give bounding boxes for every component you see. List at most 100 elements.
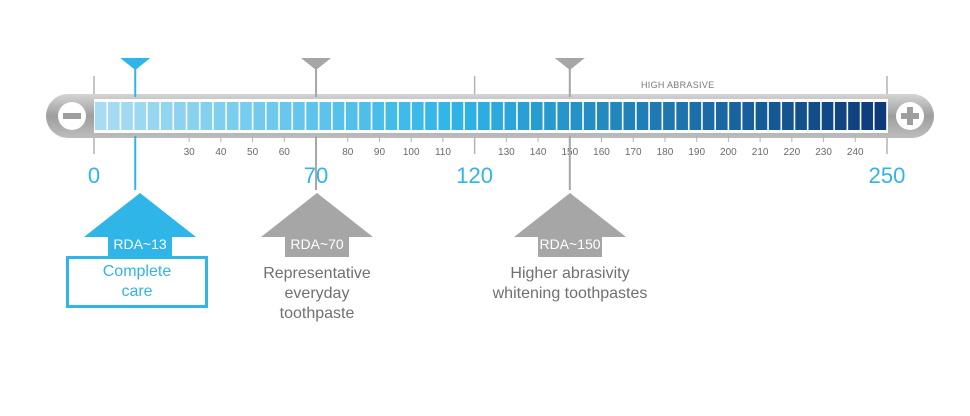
scale-segment	[517, 102, 530, 130]
scale-segment	[213, 102, 226, 130]
scale-segment	[702, 102, 715, 130]
scale-segment	[279, 102, 292, 130]
scale-segment	[187, 102, 199, 130]
minor-tick-label: 140	[530, 147, 547, 158]
rda13-description-box	[66, 256, 208, 308]
scale-segment	[253, 102, 266, 130]
minor-tick-label: 200	[720, 147, 737, 158]
rda13-marker-triangle	[120, 58, 151, 70]
scale-segment	[345, 102, 358, 130]
scale-segment	[464, 102, 477, 130]
rda70-label: RDA~70	[290, 236, 344, 252]
scale-segment	[570, 102, 583, 130]
rda70-arrow	[261, 193, 373, 257]
scale-segment	[491, 102, 503, 130]
minor-tick-label: 170	[625, 147, 642, 158]
scale-segment	[398, 102, 411, 130]
scale-segment	[478, 102, 490, 130]
rda150-description: Higher abrasivity whitening toothpastes	[465, 264, 675, 304]
major-tick-label: 120	[456, 163, 493, 188]
minor-tick-labels: 3040506080901001101301401501601701801902…	[184, 135, 864, 158]
minus-icon	[58, 102, 86, 130]
scale-segment	[755, 102, 768, 130]
scale-segment	[385, 102, 398, 130]
minor-tick-label: 220	[783, 147, 800, 158]
scale-segment	[557, 102, 569, 130]
scale-segment	[425, 102, 437, 130]
rda13-description-line-2: care	[121, 283, 153, 300]
major-tick-label: 0	[88, 163, 100, 188]
scale-segment	[200, 102, 213, 130]
scale-segment	[266, 102, 279, 130]
scale-segment	[306, 102, 318, 130]
rda150-marker-triangle	[554, 58, 585, 70]
minor-tick-label: 240	[847, 147, 864, 158]
scale-segment	[544, 102, 556, 130]
scale-segment	[729, 102, 741, 130]
rda70-description-line-3: toothpaste	[279, 305, 355, 322]
marker-lines	[120, 58, 585, 190]
scale-segment	[147, 102, 160, 130]
scale-segment	[319, 102, 332, 130]
scale-segment	[795, 102, 807, 130]
rda13-label: RDA~13	[113, 236, 167, 252]
scale-segment	[160, 102, 173, 130]
scale-segment	[848, 102, 860, 130]
scale-segment	[861, 102, 873, 130]
rda150-description-line-1: Higher abrasivity	[510, 265, 630, 282]
minor-tick-label: 40	[215, 147, 227, 158]
scale-segment	[610, 102, 622, 130]
scale-segment	[240, 102, 252, 130]
scale-segment	[808, 102, 821, 130]
scale-segment	[226, 102, 239, 130]
scale-segment	[583, 102, 596, 130]
scale-segment	[504, 102, 517, 130]
scale-segment	[108, 102, 120, 130]
scale-segment	[332, 102, 345, 130]
scale-segment	[663, 102, 675, 130]
scale-segment	[134, 102, 147, 130]
rda70-description-line-2: everyday	[284, 285, 350, 302]
rda150-description-line-2: whitening toothpastes	[492, 285, 648, 302]
scale-segment	[689, 102, 702, 130]
scale-segment	[676, 102, 688, 130]
scale-segment	[636, 102, 649, 130]
high-abrasive-label: HIGH ABRASIVE	[641, 80, 715, 90]
minor-tick-label: 90	[374, 147, 386, 158]
scale-segment	[359, 102, 371, 130]
minor-tick-label: 60	[279, 147, 291, 158]
major-tick-label: 250	[869, 163, 906, 188]
scale-segment	[821, 102, 834, 130]
scale-segment	[121, 102, 133, 130]
rda70-marker-triangle	[301, 58, 332, 70]
scale-segment	[174, 102, 186, 130]
minor-tick-label: 100	[403, 147, 420, 158]
major-tick-labels: 0 70 120 250	[88, 163, 905, 188]
scale-segment	[372, 102, 384, 130]
scale-segment	[649, 102, 662, 130]
minor-tick-label: 190	[688, 147, 705, 158]
scale-segment	[782, 102, 794, 130]
minor-tick-label: 180	[657, 147, 674, 158]
minor-tick-label: 30	[184, 147, 196, 158]
scale-segment	[597, 102, 609, 130]
scale-segment	[742, 102, 755, 130]
minor-tick-label: 230	[815, 147, 832, 158]
scale-segment	[94, 102, 107, 130]
scale-segment	[768, 102, 781, 130]
scale-segment	[438, 102, 451, 130]
scale-segment	[623, 102, 636, 130]
scale-segment	[293, 102, 305, 130]
scale-segment	[451, 102, 464, 130]
scale-segment	[834, 102, 847, 130]
rda150-arrow	[514, 193, 626, 257]
rda13-description: Complete care	[66, 262, 208, 302]
minor-tick-label: 110	[435, 147, 451, 158]
scale-segment	[874, 102, 887, 130]
rda70-description: Representative everyday toothpaste	[232, 264, 402, 324]
minor-tick-label: 160	[593, 147, 610, 158]
rda150-label: RDA~150	[539, 236, 601, 252]
rda13-arrow	[84, 193, 196, 257]
scale-segment	[715, 102, 728, 130]
